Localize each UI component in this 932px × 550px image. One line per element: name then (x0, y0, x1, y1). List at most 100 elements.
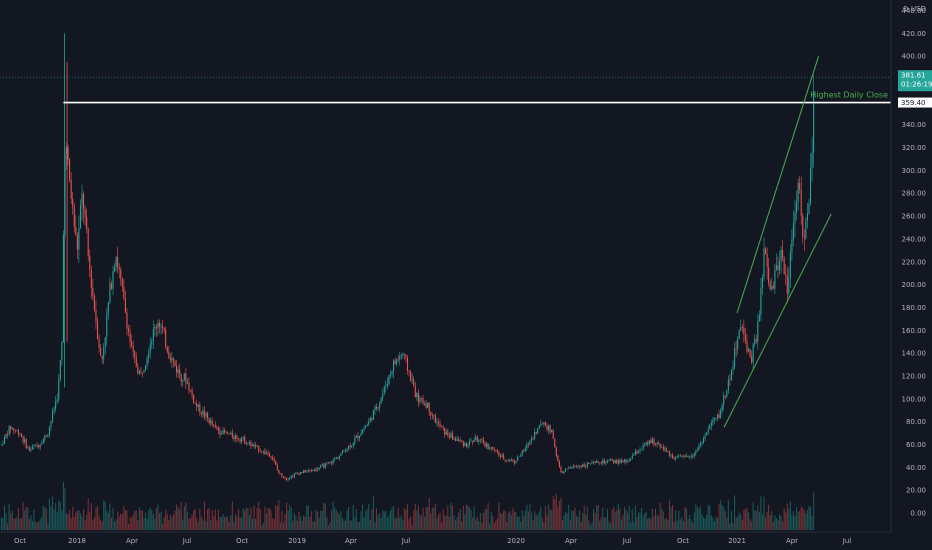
candle-body (146, 357, 148, 366)
candle-body (592, 461, 595, 463)
candle-body (244, 436, 246, 444)
volume-bar (548, 504, 550, 530)
volume-bar (253, 505, 255, 530)
candle-body (220, 434, 223, 435)
volume-bar (445, 515, 447, 530)
candle-body (231, 432, 233, 438)
volume-bar (81, 516, 83, 530)
candle-body (656, 442, 658, 445)
candle-body (52, 410, 54, 422)
candle-body (667, 451, 669, 453)
volume-bar (286, 502, 288, 530)
volume-bar (183, 506, 185, 530)
volume-bar (507, 512, 509, 530)
volume-bar (493, 522, 495, 530)
candle-body (182, 379, 184, 382)
volume-bar (382, 509, 384, 530)
candle-body (256, 445, 258, 446)
x-tick-label: Oct (677, 537, 689, 545)
volume-bar (768, 504, 770, 530)
candle-body (496, 449, 498, 453)
volume-bar (622, 515, 624, 530)
candle-body (794, 212, 796, 224)
volume-bar (225, 516, 227, 530)
candle-body (486, 443, 488, 447)
volume-bar (596, 505, 598, 530)
candle-body (296, 472, 299, 474)
volume-bar (730, 511, 733, 530)
volume-bar (772, 522, 774, 530)
candle-body (755, 338, 757, 342)
volume-bar (217, 509, 219, 530)
countdown-text: 01:26:19 (901, 81, 932, 89)
volume-bar (17, 507, 20, 530)
volume-bar (597, 504, 599, 530)
volume-bar (484, 509, 486, 530)
volume-bar (295, 516, 297, 530)
channel-lower-line[interactable] (723, 213, 832, 428)
candle-body (610, 459, 612, 461)
candle-body (303, 470, 305, 473)
candle-body (273, 458, 275, 461)
candle-body (682, 455, 684, 457)
volume-bar (109, 503, 111, 530)
volume-bar (107, 513, 109, 530)
channel-upper-line[interactable] (736, 56, 820, 314)
candle-body (87, 228, 89, 256)
candle-body (358, 436, 361, 439)
volume-bar (146, 518, 148, 530)
candle-body (30, 449, 32, 451)
candle-body (366, 424, 368, 427)
candle-body (746, 340, 748, 352)
candle-body (335, 457, 337, 460)
candle-body (289, 477, 291, 480)
candle-body (557, 455, 559, 462)
volume-bar (481, 523, 483, 530)
volume-bar (808, 506, 810, 530)
volume-bar (675, 510, 677, 530)
volume-bar (476, 516, 478, 530)
volume-bar (732, 522, 734, 530)
volume-bar (774, 515, 776, 530)
volume-bar (19, 518, 21, 530)
candle-body (39, 444, 41, 448)
volume-bar (672, 505, 674, 530)
volume-bar (131, 517, 133, 530)
volume-bar (487, 502, 489, 530)
currency-label[interactable]: ⚙ USD (903, 5, 926, 13)
volume-bar (413, 510, 415, 530)
volume-bar (250, 507, 252, 530)
volume-bar (442, 509, 444, 530)
volume-bar (391, 507, 393, 530)
volume-bar (157, 504, 159, 530)
volume-bar (495, 520, 497, 530)
candle-body (295, 472, 297, 474)
candle-body (799, 182, 801, 190)
time-axis[interactable]: Oct 2018 Apr Jul Oct 2019 Apr Jul 2020 Apr Jul Oct 2… (14, 537, 851, 545)
volume-bar (245, 507, 247, 530)
volume-bar (259, 509, 261, 530)
candle-body (654, 444, 657, 445)
candle-body (709, 425, 711, 430)
candle-body (785, 274, 787, 276)
volume-bar (701, 514, 703, 530)
candle-body (729, 379, 731, 381)
candle-body (465, 443, 467, 447)
volume-bar (628, 505, 630, 530)
volume-bar (479, 512, 481, 530)
volume-bar (651, 508, 653, 530)
candle-body (183, 373, 185, 380)
volume-bar (569, 519, 571, 530)
candle-body (464, 443, 466, 447)
candle-body (253, 444, 255, 447)
candle-body (665, 448, 667, 452)
volume-bar (155, 507, 157, 530)
candle-body (692, 456, 694, 457)
candle-body (106, 313, 108, 337)
volume-bar (785, 512, 787, 530)
volume-bar (11, 510, 13, 530)
candle-body (143, 369, 145, 373)
volume-bar (143, 518, 145, 530)
